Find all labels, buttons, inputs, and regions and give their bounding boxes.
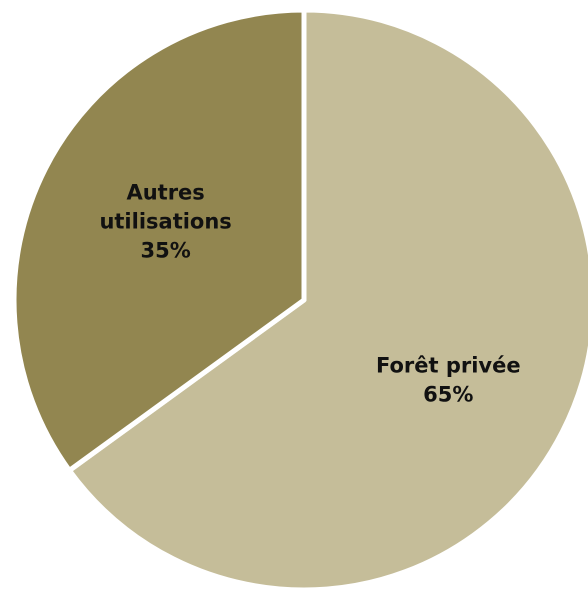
pie-slice-autres-utilisations — [11, 7, 307, 473]
slice-category-label: Forêt privée — [376, 354, 521, 378]
slices-layer — [11, 7, 588, 593]
slice-category-label: utilisations — [99, 210, 231, 234]
slice-value-label: 35% — [141, 239, 191, 263]
slice-value-label: 65% — [423, 383, 473, 407]
data-label-foret-privee: Forêt privée 65% — [376, 354, 521, 407]
data-label-autres-utilisations: Autres utilisations 35% — [99, 181, 231, 263]
slice-category-label: Autres — [126, 181, 204, 205]
labels-layer: Forêt privée 65% Autres utilisations 35% — [99, 181, 520, 407]
pie-slice-foret-privee — [66, 7, 588, 593]
